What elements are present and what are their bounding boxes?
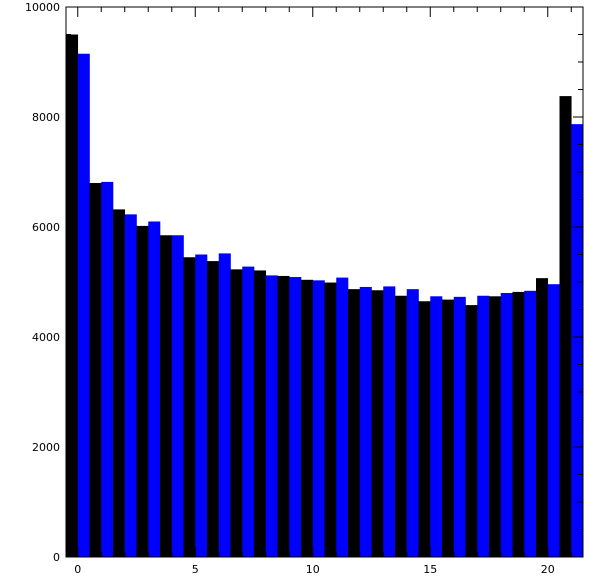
bar-series2-20 xyxy=(547,284,560,557)
bar-series2-19 xyxy=(524,290,537,557)
y-tick-label: 10000 xyxy=(25,1,60,14)
bar-series2-17 xyxy=(477,295,490,557)
bar-series2-18 xyxy=(500,293,513,557)
axis-ticks xyxy=(66,6,583,558)
bar-series2-10 xyxy=(312,280,325,557)
bar-series1-13 xyxy=(371,290,384,557)
y-tick-label: 8000 xyxy=(32,111,60,124)
bar-series1-6 xyxy=(207,261,220,557)
bar-series2-7 xyxy=(242,266,255,557)
y-tick-label: 6000 xyxy=(32,221,60,234)
bar-series1-17 xyxy=(465,305,478,557)
bar-series2-12 xyxy=(359,286,372,557)
bar-series1-20 xyxy=(536,278,549,557)
bar-series1-12 xyxy=(348,289,361,557)
bar-series1-11 xyxy=(324,282,337,557)
bar-series1-16 xyxy=(442,299,455,557)
bar-series1-3 xyxy=(136,225,149,557)
bar-series1-21 xyxy=(559,96,572,557)
bar-series2-2 xyxy=(124,214,137,557)
bar-series2-9 xyxy=(289,277,302,557)
x-tick-label: 15 xyxy=(423,563,437,576)
bar-series1-10 xyxy=(301,279,314,557)
x-tick-label: 5 xyxy=(192,563,199,576)
bar-series2-11 xyxy=(336,277,349,557)
bar-series1-5 xyxy=(183,257,196,557)
bar-series2-3 xyxy=(148,221,161,557)
bar-series1-2 xyxy=(113,209,126,557)
bar-series1-1 xyxy=(89,183,102,557)
x-tick-label: 10 xyxy=(306,563,320,576)
bar-series1-8 xyxy=(254,270,267,557)
bar-series2-6 xyxy=(218,253,231,557)
x-tick-label: 20 xyxy=(541,563,555,576)
bar-series2-14 xyxy=(406,289,419,557)
bar-series1-9 xyxy=(277,275,290,557)
bar-series1-7 xyxy=(230,269,243,557)
bar-series2-5 xyxy=(195,254,208,557)
bar-series2-0 xyxy=(77,53,90,557)
bar-series2-1 xyxy=(101,181,114,557)
bar-series1-4 xyxy=(160,235,173,557)
bars-layer xyxy=(66,34,584,558)
bar-series2-15 xyxy=(430,296,443,557)
y-tick-label: 0 xyxy=(53,551,60,564)
bar-series1-0 xyxy=(66,34,79,557)
y-tick-label: 4000 xyxy=(32,331,60,344)
y-tick-label: 2000 xyxy=(32,441,60,454)
bar-series2-16 xyxy=(453,296,466,557)
bar-series1-14 xyxy=(395,295,408,557)
bar-series1-18 xyxy=(489,296,502,557)
bar-series2-21 xyxy=(571,124,584,558)
bar-series2-8 xyxy=(265,275,278,557)
x-tick-label: 0 xyxy=(74,563,81,576)
bar-series2-4 xyxy=(171,235,184,557)
tick-labels: 0 5 10 15 20 0 2000 4000 6000 8000 10000 xyxy=(25,1,555,576)
bar-series1-19 xyxy=(512,291,525,557)
bar-series2-13 xyxy=(383,286,396,557)
bar-series1-15 xyxy=(418,301,431,557)
